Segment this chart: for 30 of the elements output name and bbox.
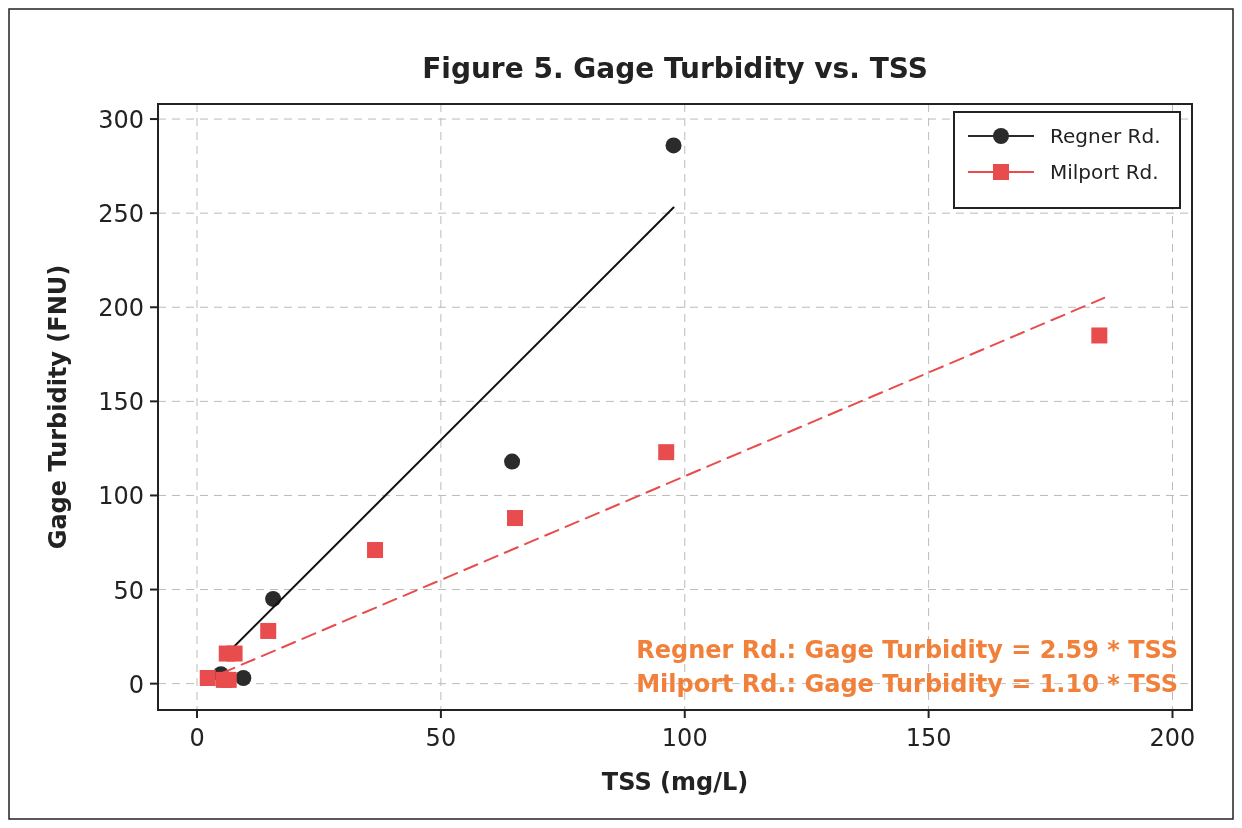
point [235, 670, 252, 687]
point [199, 670, 216, 687]
y-tick-label: 200 [98, 294, 144, 323]
y-tick-label: 300 [98, 106, 144, 135]
point [665, 137, 682, 154]
point [504, 453, 521, 470]
point [658, 444, 675, 461]
y-axis-title: Gage Turbidity (FNU) [44, 264, 72, 550]
x-tick-label: 200 [1149, 724, 1196, 752]
x-tick-label: 100 [661, 724, 708, 752]
point [367, 542, 384, 559]
x-tick-label: 150 [905, 724, 952, 752]
x-axis-title: TSS (mg/L) [601, 768, 749, 796]
y-tick-label: 150 [98, 388, 144, 417]
point [226, 645, 243, 662]
annotation: Milport Rd.: Gage Turbidity = 1.10 * TSS [636, 670, 1178, 698]
legend-label: Milport Rd. [1050, 160, 1159, 184]
x-tick-label: 0 [189, 724, 205, 752]
chart-title: Figure 5. Gage Turbidity vs. TSS [422, 52, 928, 85]
point [507, 510, 524, 527]
y-tick-label: 50 [113, 576, 144, 605]
point [220, 671, 237, 688]
point [260, 622, 277, 639]
point [1091, 327, 1108, 344]
y-tick-label: 0 [128, 670, 144, 699]
x-tick-label: 50 [425, 724, 457, 752]
annotation: Regner Rd.: Gage Turbidity = 2.59 * TSS [636, 636, 1178, 664]
y-tick-label: 100 [98, 482, 144, 511]
legend-label: Regner Rd. [1050, 124, 1161, 148]
y-tick-label: 250 [98, 200, 144, 229]
